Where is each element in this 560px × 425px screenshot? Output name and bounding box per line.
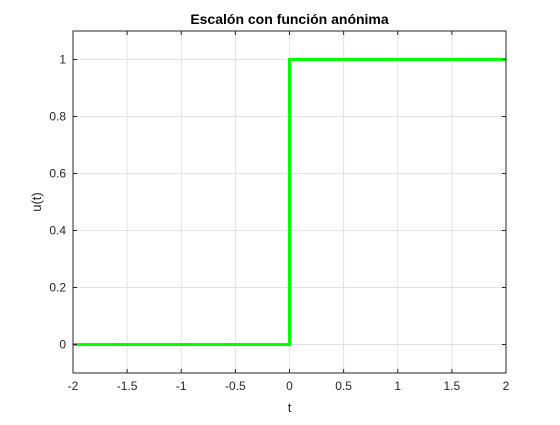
y-axis-ticks: 0 0.2 0.4 0.6 0.8 1 [49, 53, 506, 352]
series-line [73, 58, 506, 346]
x-tick-label: 1 [394, 379, 401, 393]
x-axis-ticks: -2 -1.5 -1 -0.5 0 0.5 1 1.5 2 [68, 31, 510, 393]
y-tick-label: 0.8 [49, 110, 66, 124]
chart-title: Escalón con función anónima [190, 11, 389, 27]
series-layer [73, 58, 506, 346]
x-axis-label: t [288, 400, 292, 415]
y-axis-label: u(t) [29, 192, 44, 212]
y-tick-label: 1 [59, 53, 66, 67]
x-tick-label: -1.5 [117, 379, 138, 393]
y-tick-label: 0.4 [49, 224, 66, 238]
x-tick-label: -0.5 [225, 379, 246, 393]
x-tick-label: -2 [68, 379, 79, 393]
x-tick-label: 0 [286, 379, 293, 393]
y-tick-label: 0 [59, 338, 66, 352]
x-tick-label: -1 [176, 379, 187, 393]
y-tick-label: 0.6 [49, 167, 66, 181]
x-tick-label: 0.5 [335, 379, 352, 393]
x-tick-label: 2 [503, 379, 510, 393]
x-tick-label: 1.5 [444, 379, 461, 393]
y-tick-label: 0.2 [49, 281, 66, 295]
